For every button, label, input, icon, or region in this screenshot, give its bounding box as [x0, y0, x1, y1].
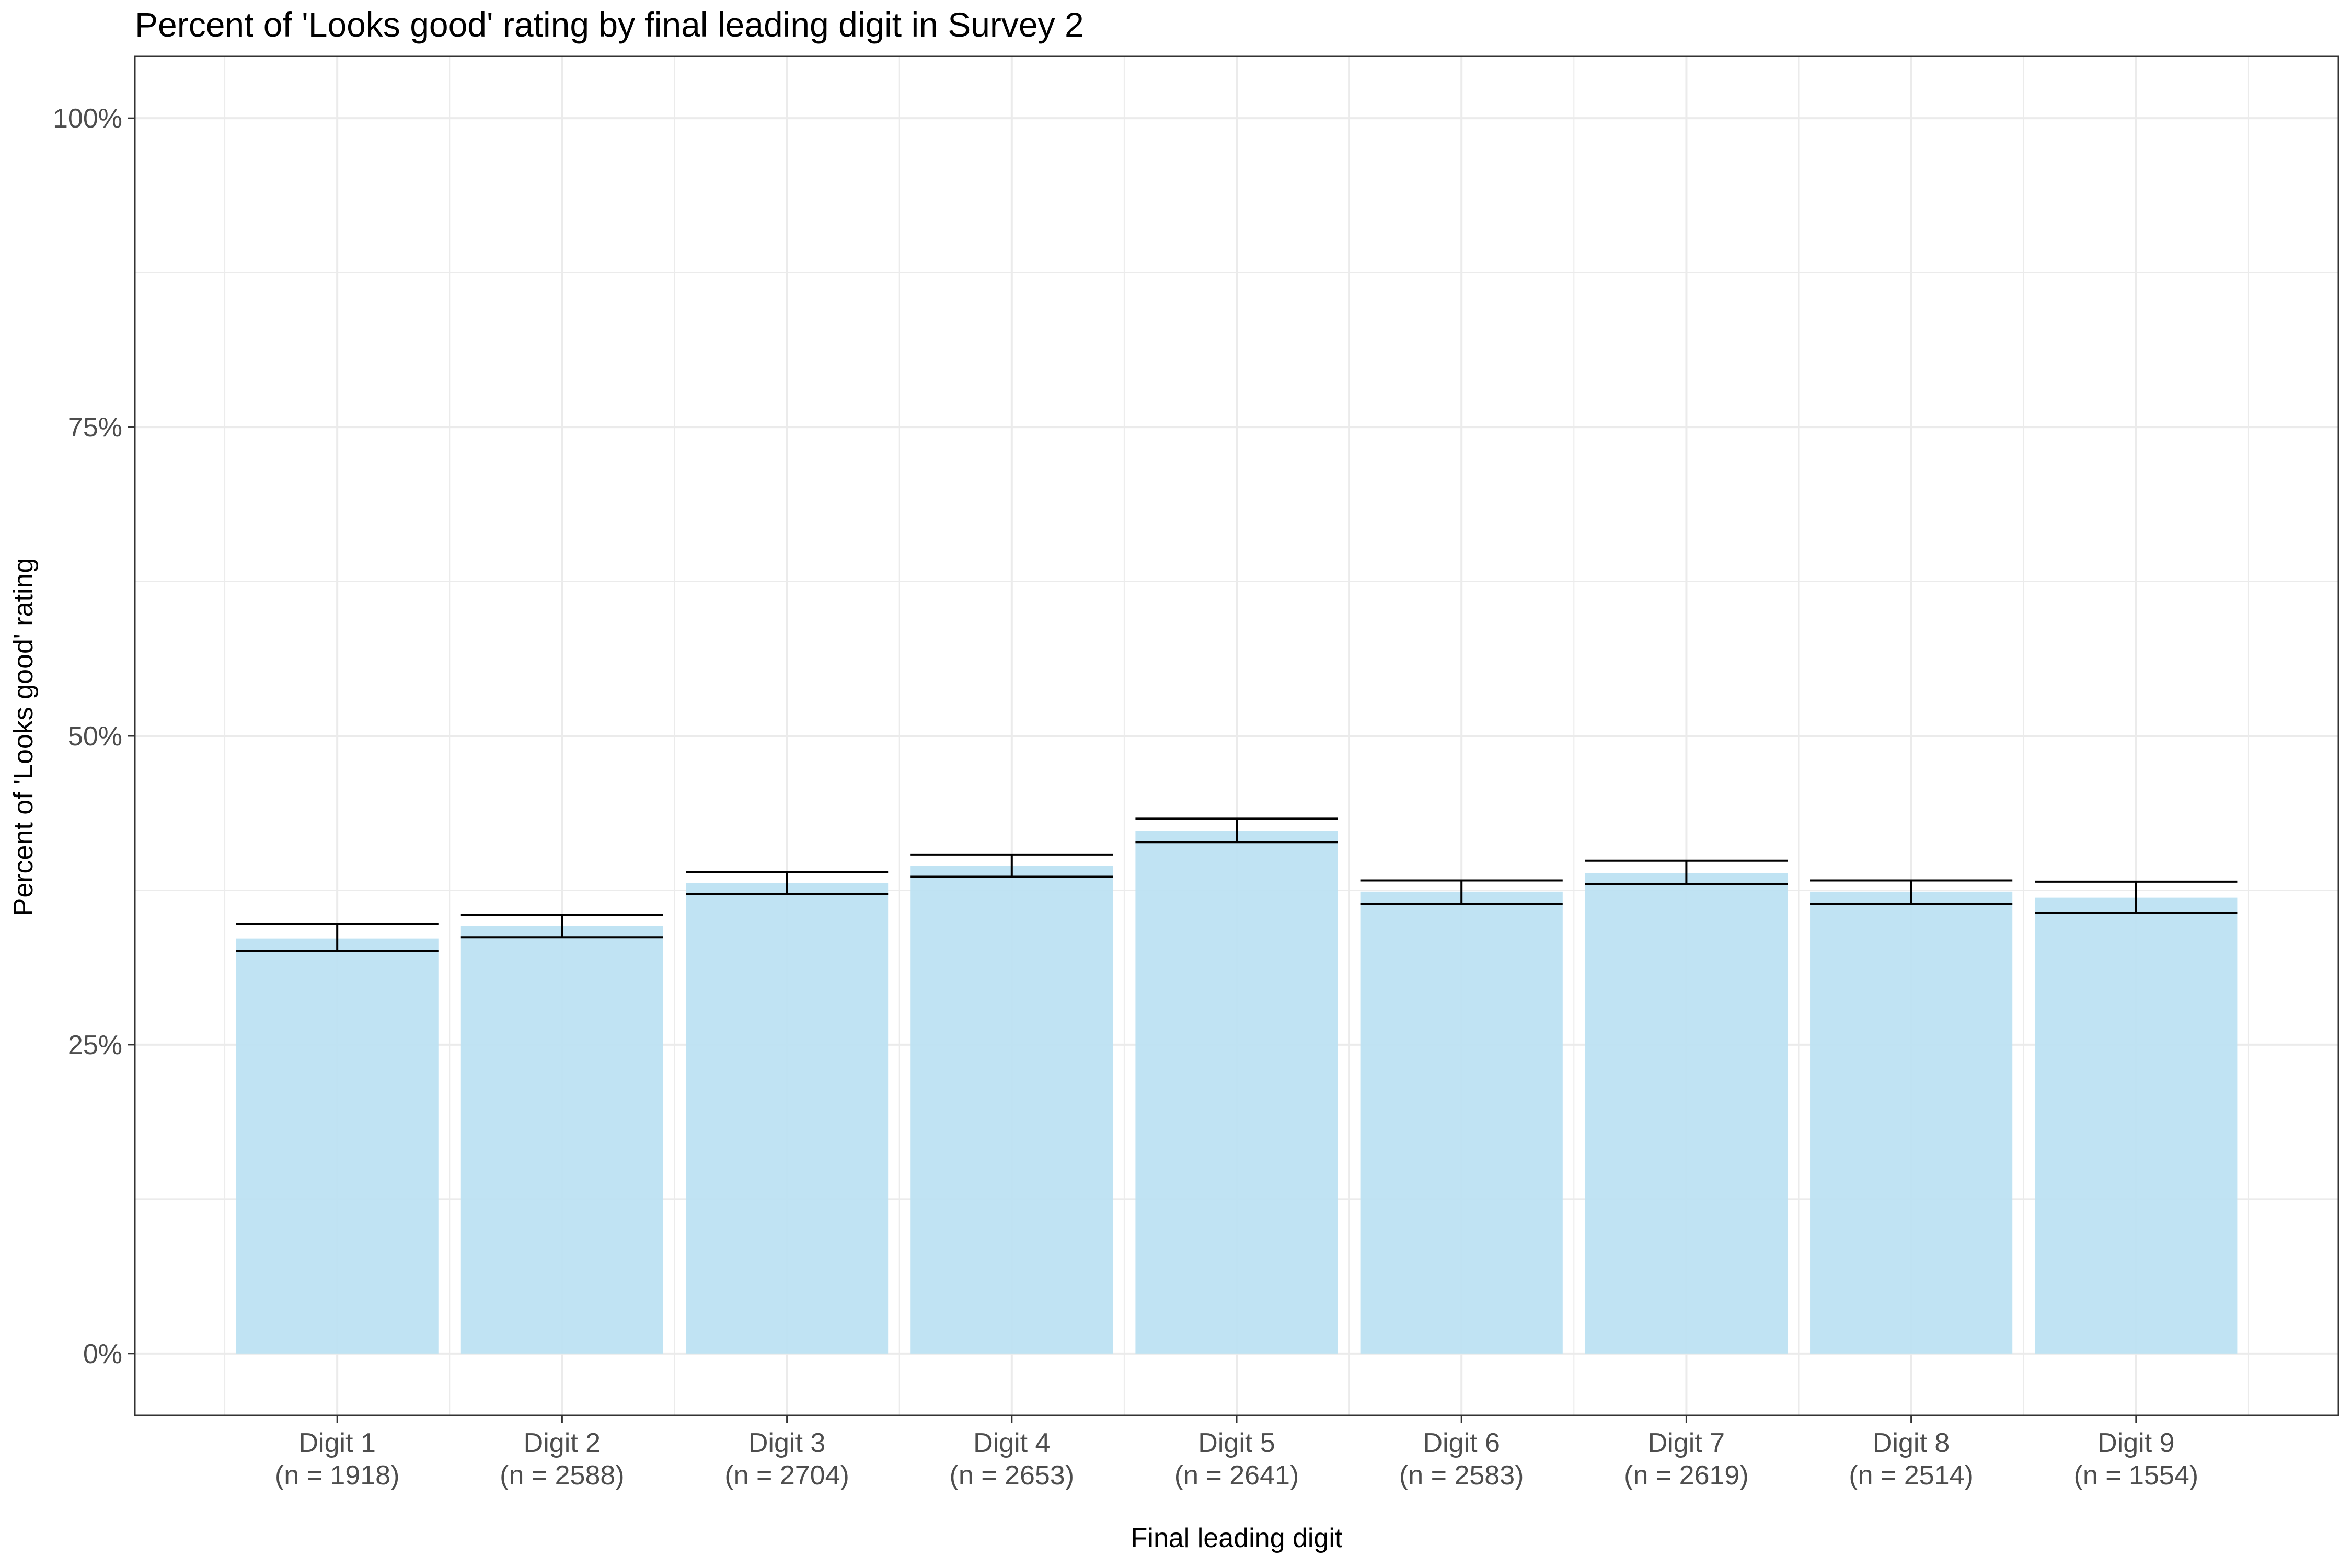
error-bar-digit-2 — [460, 914, 663, 939]
x-tick-label: Digit 2 — [524, 1428, 601, 1458]
x-tick-label: Digit 6 — [1423, 1428, 1500, 1458]
bar-digit-2 — [460, 926, 663, 1354]
x-tick-label: Digit 3 — [748, 1428, 825, 1458]
x-tick-sample-size: (n = 1554) — [2074, 1460, 2199, 1491]
bar-digit-1 — [236, 938, 439, 1354]
error-bar-digit-6 — [1360, 879, 1563, 905]
error-bar-digit-5 — [1135, 817, 1338, 844]
chart-title: Percent of 'Looks good' rating by final … — [135, 5, 1084, 44]
x-tick-label: Digit 9 — [2097, 1428, 2174, 1458]
x-tick-sample-size: (n = 2653) — [950, 1460, 1075, 1491]
bar-digit-6 — [1360, 891, 1563, 1354]
y-tick-label: 100% — [53, 103, 122, 134]
x-tick-label: Digit 8 — [1873, 1428, 1950, 1458]
x-axis-title: Final leading digit — [1131, 1523, 1343, 1553]
y-tick-label: 0% — [83, 1339, 122, 1369]
y-axis-title: Percent of 'Looks good' rating — [8, 558, 39, 916]
error-bar-digit-1 — [236, 923, 439, 952]
bar-digit-3 — [686, 883, 889, 1354]
y-tick-label: 25% — [68, 1030, 122, 1060]
x-tick-label: Digit 7 — [1648, 1428, 1725, 1458]
x-tick-sample-size: (n = 2704) — [724, 1460, 849, 1491]
x-tick-sample-size: (n = 2619) — [1624, 1460, 1749, 1491]
y-tick-label: 75% — [68, 412, 122, 443]
x-axis: Digit 1(n = 1918) Digit 2(n = 2588) Digit … — [275, 1415, 2198, 1491]
x-tick-sample-size: (n = 1918) — [275, 1460, 400, 1491]
x-tick-sample-size: (n = 2588) — [500, 1460, 625, 1491]
error-bars — [236, 817, 2238, 952]
bar-digit-4 — [910, 866, 1113, 1354]
error-bar-digit-3 — [686, 871, 889, 895]
error-bar-digit-7 — [1585, 859, 1788, 885]
x-tick-sample-size: (n = 2514) — [1849, 1460, 1974, 1491]
x-tick-label: Digit 1 — [298, 1428, 375, 1458]
error-bar-digit-8 — [1810, 879, 2013, 905]
error-bar-digit-9 — [2035, 880, 2238, 914]
bars — [236, 831, 2238, 1354]
bar-digit-8 — [1810, 891, 2013, 1354]
bar-digit-7 — [1585, 873, 1788, 1354]
x-tick-label: Digit 5 — [1198, 1428, 1275, 1458]
y-tick-label: 50% — [68, 721, 122, 752]
x-tick-label: Digit 4 — [973, 1428, 1050, 1458]
bar-digit-9 — [2035, 897, 2238, 1354]
error-bar-digit-4 — [910, 853, 1113, 878]
bar-digit-5 — [1135, 831, 1338, 1354]
y-axis: 0% 25% 50% 75% 100% — [53, 103, 135, 1369]
x-tick-sample-size: (n = 2641) — [1174, 1460, 1299, 1491]
x-tick-sample-size: (n = 2583) — [1399, 1460, 1524, 1491]
